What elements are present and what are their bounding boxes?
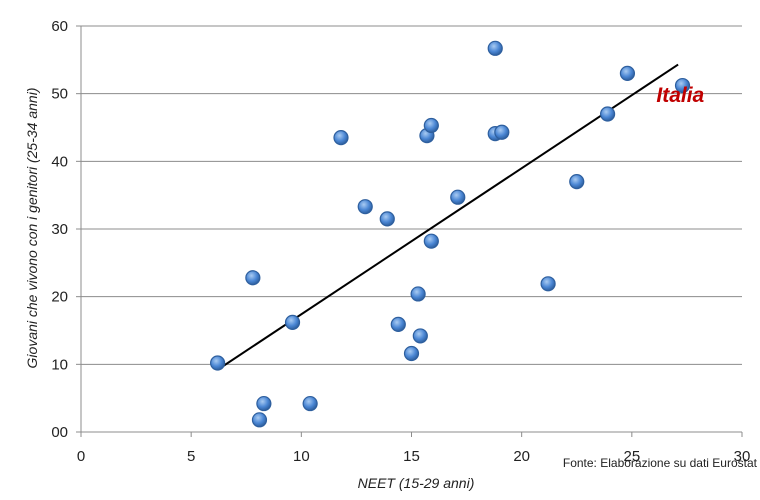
data-point-16 xyxy=(450,189,466,205)
source-note: Fonte: Elaborazione su dati Eurostat xyxy=(563,456,758,470)
y-tick-label-4: 40 xyxy=(51,153,68,170)
data-point-0 xyxy=(210,355,226,371)
x-tick-label-0: 0 xyxy=(77,448,85,465)
axes xyxy=(76,25,743,437)
x-tick-label-3: 15 xyxy=(403,448,420,465)
annotation-italia: Italia xyxy=(656,84,704,107)
data-point-1 xyxy=(245,270,261,286)
data-point-5 xyxy=(302,395,318,412)
data-point-10 xyxy=(403,345,420,362)
y-tick-label-3: 30 xyxy=(51,221,68,238)
data-point-7 xyxy=(357,199,373,215)
data-points xyxy=(210,40,691,428)
y-tick-label-1: 10 xyxy=(51,356,68,373)
data-point-11 xyxy=(410,286,426,302)
y-tick-labels: 00 10 20 30 40 50 60 xyxy=(51,18,68,441)
x-tick-label-6: 30 xyxy=(734,448,751,465)
data-point-8 xyxy=(379,211,395,227)
y-tick-label-6: 60 xyxy=(51,18,68,35)
x-tick-label-4: 20 xyxy=(513,448,530,465)
data-point-23 xyxy=(619,65,636,81)
data-point-21 xyxy=(569,174,585,190)
data-point-12 xyxy=(412,328,428,344)
y-tick-label-2: 20 xyxy=(51,289,68,306)
data-point-15 xyxy=(423,233,439,249)
y-axis-title: Giovani che vivono con i genitori (25-34… xyxy=(24,88,40,369)
y-tick-label-0: 00 xyxy=(51,424,68,441)
x-tick-label-5: 25 xyxy=(623,448,640,465)
data-point-9 xyxy=(390,316,406,333)
x-axis-title: NEET (15-29 anni) xyxy=(358,475,475,491)
data-point-6 xyxy=(333,130,349,146)
data-point-17 xyxy=(487,40,503,56)
gridlines xyxy=(81,25,742,365)
data-point-4 xyxy=(284,314,301,330)
data-point-19 xyxy=(494,124,510,140)
x-tick-label-2: 10 xyxy=(293,448,310,465)
data-point-2 xyxy=(251,412,268,428)
x-tick-labels: 0 5 10 15 20 25 30 xyxy=(77,448,751,465)
data-point-20 xyxy=(540,276,556,292)
data-point-22 xyxy=(599,106,616,122)
y-tick-label-5: 50 xyxy=(51,86,68,103)
data-point-24 xyxy=(674,77,691,94)
x-tick-label-1: 5 xyxy=(187,448,195,465)
data-point-3 xyxy=(256,395,272,412)
data-point-14 xyxy=(423,117,439,134)
